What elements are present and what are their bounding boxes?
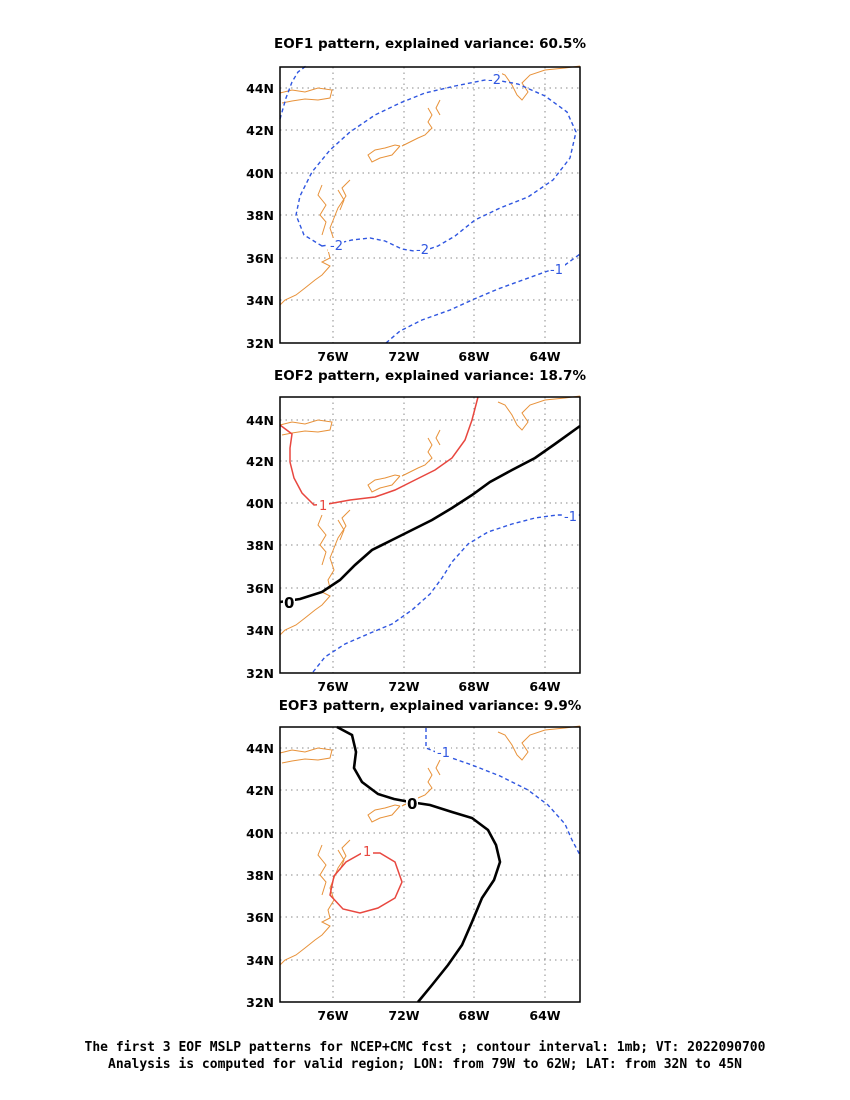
contour-neg-2-closed <box>295 78 577 253</box>
panel-1-axes: 44N 42N 40N 38N 36N 34N 32N 76W 72W 68W … <box>246 81 561 364</box>
lat-label: 34N <box>246 623 274 638</box>
panel-2-contour-labels: 1 0 -1 <box>283 497 578 612</box>
panel-1-frame <box>279 66 581 344</box>
lat-label: 34N <box>246 953 274 968</box>
lon-label: 72W <box>388 679 419 694</box>
contour-label: -2 <box>416 243 429 258</box>
contour-label: -2 <box>330 239 343 254</box>
lat-label: 38N <box>246 208 274 223</box>
contour-label: 1 <box>319 499 327 514</box>
panel-3-coastline <box>279 725 581 966</box>
lat-label: 36N <box>246 581 274 596</box>
lon-label: 76W <box>317 349 348 364</box>
lon-label: 68W <box>458 1008 489 1023</box>
contour-neg-1-corner <box>279 65 307 120</box>
contour-label: -1 <box>550 263 563 278</box>
lon-label: 64W <box>529 349 560 364</box>
contour-label: -2 <box>488 73 501 88</box>
lat-label: 36N <box>246 251 274 266</box>
panel-2-title: EOF2 pattern, explained variance: 18.7% <box>274 368 586 384</box>
lat-label: 42N <box>246 454 274 469</box>
lon-label: 76W <box>317 1008 348 1023</box>
panel-3-axes: 44N 42N 40N 38N 36N 34N 32N 76W 72W 68W … <box>246 741 561 1023</box>
lat-label: 42N <box>246 783 274 798</box>
panel-2-axes: 44N 42N 40N 38N 36N 34N 32N 76W 72W 68W … <box>246 413 561 694</box>
panel-2-grid <box>280 397 580 673</box>
panel-1-contour-labels: -2 -2 -2 -1 <box>328 72 565 278</box>
panel-3-title: EOF3 pattern, explained variance: 9.9% <box>278 698 582 714</box>
panel-2-contours <box>279 396 581 673</box>
contour-pos-1-closed <box>329 852 403 914</box>
lat-label: 38N <box>246 538 274 553</box>
lon-label: 68W <box>458 679 489 694</box>
lon-label: 64W <box>529 679 560 694</box>
panel-3-contour-labels: 1 0 -1 <box>361 744 451 860</box>
lon-label: 76W <box>317 679 348 694</box>
caption-line-1: The first 3 EOF MSLP patterns for NCEP+C… <box>84 1040 766 1055</box>
contour-zero <box>279 424 581 604</box>
panel-2: 1 0 -1 <box>279 395 581 674</box>
lon-label: 72W <box>388 349 419 364</box>
contour-label: 0 <box>407 795 417 813</box>
panel-1-grid <box>280 67 580 343</box>
lat-label: 44N <box>246 81 274 96</box>
lon-label: 64W <box>529 1008 560 1023</box>
caption-line-2: Analysis is computed for valid region; L… <box>108 1057 742 1072</box>
panel-3: 1 0 -1 <box>279 725 581 1003</box>
lat-label: 34N <box>246 293 274 308</box>
panel-3-contours <box>329 725 581 1003</box>
lat-label: 32N <box>246 336 274 351</box>
panel-1-title: EOF1 pattern, explained variance: 60.5% <box>274 36 586 52</box>
panel-1: -2 -2 -2 -1 <box>279 65 581 344</box>
panel-2-frame <box>279 396 581 674</box>
contour-label: -1 <box>437 746 450 761</box>
lat-label: 44N <box>246 741 274 756</box>
panel-1-coastline <box>279 65 581 306</box>
lat-label: 38N <box>246 868 274 883</box>
eof-maps: -2 -2 -2 -1 <box>246 65 581 1023</box>
lat-label: 40N <box>246 166 274 181</box>
contour-label: 0 <box>284 594 294 612</box>
lat-label: 36N <box>246 910 274 925</box>
lon-label: 68W <box>458 349 489 364</box>
lat-label: 42N <box>246 123 274 138</box>
contour-label: 1 <box>363 845 371 860</box>
lat-label: 32N <box>246 666 274 681</box>
lat-label: 44N <box>246 413 274 428</box>
contour-pos-1 <box>279 396 479 506</box>
lon-label: 72W <box>388 1008 419 1023</box>
contour-zero <box>336 725 502 1003</box>
lat-label: 32N <box>246 995 274 1010</box>
lat-label: 40N <box>246 826 274 841</box>
lat-label: 40N <box>246 496 274 511</box>
panel-2-coastline <box>279 395 581 636</box>
panel-3-frame <box>279 726 581 1003</box>
contour-label: -1 <box>564 510 577 525</box>
contour-neg-1 <box>312 514 580 673</box>
